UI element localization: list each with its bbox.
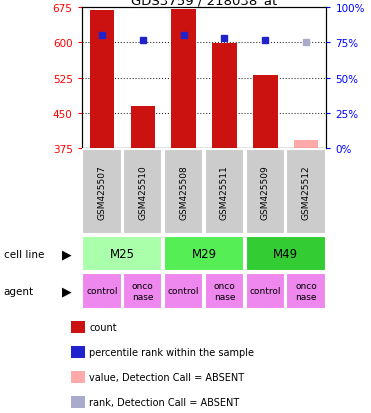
Bar xyxy=(71,322,85,334)
Text: rank, Detection Call = ABSENT: rank, Detection Call = ABSENT xyxy=(89,397,240,407)
Text: count: count xyxy=(89,323,117,332)
Bar xyxy=(123,150,162,235)
Text: ▶: ▶ xyxy=(62,247,72,261)
Bar xyxy=(123,273,162,309)
Bar xyxy=(131,107,155,149)
Text: M49: M49 xyxy=(273,247,298,261)
Text: GSM425512: GSM425512 xyxy=(302,165,311,219)
Bar xyxy=(212,44,237,149)
Bar xyxy=(246,273,285,309)
Text: GSM425511: GSM425511 xyxy=(220,165,229,219)
Text: GSM425509: GSM425509 xyxy=(261,165,270,219)
Bar xyxy=(71,371,85,383)
Text: value, Detection Call = ABSENT: value, Detection Call = ABSENT xyxy=(89,372,244,382)
Bar xyxy=(71,347,85,358)
Text: control: control xyxy=(168,287,199,296)
Bar xyxy=(205,273,244,309)
Bar xyxy=(286,273,326,309)
Bar xyxy=(205,150,244,235)
Text: cell line: cell line xyxy=(4,249,44,259)
Bar xyxy=(164,273,203,309)
Bar xyxy=(71,396,85,408)
Text: M25: M25 xyxy=(110,247,135,261)
Bar xyxy=(82,150,122,235)
Text: GSM425507: GSM425507 xyxy=(98,165,106,219)
Text: GSM425508: GSM425508 xyxy=(179,165,188,219)
Bar xyxy=(171,9,196,149)
Bar xyxy=(253,76,278,149)
Bar xyxy=(82,236,162,272)
Bar xyxy=(164,150,203,235)
Text: percentile rank within the sample: percentile rank within the sample xyxy=(89,347,255,357)
Bar xyxy=(246,150,285,235)
Bar xyxy=(90,11,114,149)
Text: M29: M29 xyxy=(191,247,217,261)
Text: control: control xyxy=(250,287,281,296)
Bar xyxy=(164,236,244,272)
Text: agent: agent xyxy=(4,286,34,296)
Bar xyxy=(294,140,318,149)
Bar xyxy=(286,150,326,235)
Bar xyxy=(82,273,122,309)
Title: GDS3759 / 218038_at: GDS3759 / 218038_at xyxy=(131,0,277,7)
Text: ▶: ▶ xyxy=(62,285,72,298)
Text: onco
nase: onco nase xyxy=(132,282,154,301)
Bar xyxy=(246,236,326,272)
Text: onco
nase: onco nase xyxy=(295,282,317,301)
Text: control: control xyxy=(86,287,118,296)
Text: GSM425510: GSM425510 xyxy=(138,165,147,219)
Text: onco
nase: onco nase xyxy=(214,282,235,301)
